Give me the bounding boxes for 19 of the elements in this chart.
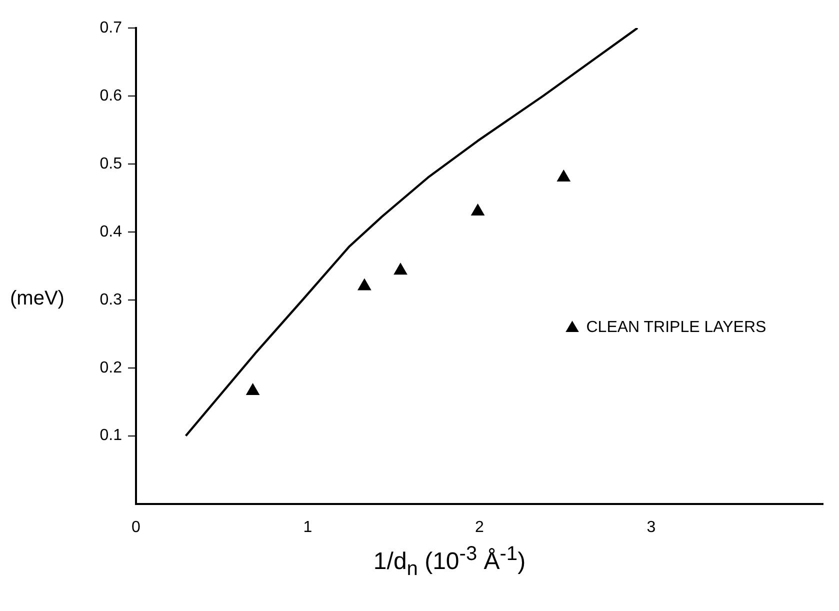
point (394, 263, 408, 275)
point (471, 204, 484, 216)
x-tick-label: 0 (132, 518, 141, 536)
y-tick-label: 0.3 (100, 291, 122, 308)
x-tick-label: 3 (646, 518, 656, 536)
y-tick-label: 0.4 (100, 223, 122, 240)
y-tick-label: 0.1 (100, 427, 122, 444)
y-axis-title: (meV) (10, 288, 64, 310)
y-tick-label: 0.5 (100, 155, 122, 172)
point (557, 170, 570, 182)
point (246, 383, 260, 395)
x-axis-title: 1/d$_{n}$ (10$^{-3}$ Å$^{-1}$) (372, 543, 527, 581)
y-tick-label: 0.6 (100, 87, 122, 104)
legend-label: CLEAN TRIPLE LAYERS (586, 319, 766, 336)
point (358, 278, 371, 290)
x-tick-label: 2 (475, 518, 484, 536)
y-tick-label: 0.2 (100, 359, 122, 376)
y-tick-label: 0.7 (100, 19, 122, 36)
x-tick-label: 1 (303, 518, 312, 536)
